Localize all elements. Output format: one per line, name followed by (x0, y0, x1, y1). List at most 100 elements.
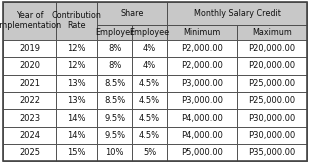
Bar (3, 40, 56, 57)
Bar (56, 109, 97, 127)
Text: 8.5%: 8.5% (104, 79, 125, 88)
Text: P3,000.00: P3,000.00 (181, 96, 223, 105)
Bar (56, 92, 97, 109)
Text: Contribution
Rate: Contribution Rate (52, 11, 102, 30)
Text: P2,000.00: P2,000.00 (181, 44, 223, 53)
Text: 2025: 2025 (19, 148, 40, 157)
Text: Employee: Employee (130, 28, 170, 37)
Text: 4%: 4% (143, 61, 156, 70)
Text: P4,000.00: P4,000.00 (181, 113, 223, 123)
Bar (3, 2, 56, 40)
Text: 4.5%: 4.5% (139, 131, 160, 140)
Text: 4.5%: 4.5% (139, 96, 160, 105)
Text: 14%: 14% (68, 131, 86, 140)
Bar (56, 75, 97, 92)
Bar (3, 109, 56, 127)
Bar (132, 109, 167, 127)
Bar (132, 57, 167, 75)
Bar (237, 57, 307, 75)
Text: 12%: 12% (68, 61, 86, 70)
Text: 4%: 4% (143, 44, 156, 53)
Text: P25,000.00: P25,000.00 (248, 96, 295, 105)
Text: Employer: Employer (95, 28, 134, 37)
Bar (56, 127, 97, 144)
Text: P3,000.00: P3,000.00 (181, 79, 223, 88)
Text: Minimum: Minimum (184, 28, 221, 37)
Text: P30,000.00: P30,000.00 (248, 131, 296, 140)
Text: 5%: 5% (143, 148, 156, 157)
Bar (56, 40, 97, 57)
Bar (167, 144, 237, 161)
Bar (237, 109, 307, 127)
Text: 4.5%: 4.5% (139, 113, 160, 123)
Text: 2019: 2019 (19, 44, 40, 53)
Text: 14%: 14% (68, 113, 86, 123)
Text: Maximum: Maximum (252, 28, 292, 37)
Bar (167, 2, 307, 25)
Text: P30,000.00: P30,000.00 (248, 113, 296, 123)
Bar (132, 40, 167, 57)
Text: 15%: 15% (68, 148, 86, 157)
Bar (237, 40, 307, 57)
Bar (97, 2, 167, 25)
Text: Year of
Implementation: Year of Implementation (0, 11, 62, 30)
Text: P35,000.00: P35,000.00 (248, 148, 296, 157)
Bar (97, 25, 132, 40)
Bar (132, 144, 167, 161)
Text: 2023: 2023 (19, 113, 40, 123)
Text: 2024: 2024 (19, 131, 40, 140)
Bar (97, 144, 132, 161)
Text: 8%: 8% (108, 44, 122, 53)
Bar (3, 144, 56, 161)
Bar (56, 144, 97, 161)
Text: P20,000.00: P20,000.00 (248, 44, 295, 53)
Bar (97, 109, 132, 127)
Bar (167, 92, 237, 109)
Bar (167, 75, 237, 92)
Bar (237, 25, 307, 40)
Text: 4.5%: 4.5% (139, 79, 160, 88)
Text: 13%: 13% (68, 96, 86, 105)
Bar (3, 75, 56, 92)
Bar (167, 25, 237, 40)
Bar (56, 2, 97, 40)
Text: Share: Share (121, 9, 144, 18)
Bar (237, 92, 307, 109)
Text: 8%: 8% (108, 61, 122, 70)
Bar (132, 127, 167, 144)
Bar (97, 127, 132, 144)
Text: 9.5%: 9.5% (104, 131, 125, 140)
Bar (3, 57, 56, 75)
Text: 2021: 2021 (19, 79, 40, 88)
Text: 13%: 13% (68, 79, 86, 88)
Bar (56, 57, 97, 75)
Text: 10%: 10% (105, 148, 124, 157)
Bar (3, 92, 56, 109)
Bar (132, 92, 167, 109)
Bar (132, 25, 167, 40)
Bar (167, 109, 237, 127)
Bar (237, 144, 307, 161)
Text: 9.5%: 9.5% (104, 113, 125, 123)
Bar (97, 57, 132, 75)
Bar (97, 92, 132, 109)
Text: P5,000.00: P5,000.00 (181, 148, 223, 157)
Text: P20,000.00: P20,000.00 (248, 61, 295, 70)
Text: Monthly Salary Credit: Monthly Salary Credit (193, 9, 281, 18)
Text: P2,000.00: P2,000.00 (181, 61, 223, 70)
Bar (167, 40, 237, 57)
Bar (167, 57, 237, 75)
Bar (237, 75, 307, 92)
Bar (167, 127, 237, 144)
Text: P25,000.00: P25,000.00 (248, 79, 295, 88)
Text: 8.5%: 8.5% (104, 96, 125, 105)
Text: 12%: 12% (68, 44, 86, 53)
Bar (237, 127, 307, 144)
Bar (97, 75, 132, 92)
Text: 2020: 2020 (19, 61, 40, 70)
Bar (3, 127, 56, 144)
Bar (97, 40, 132, 57)
Text: 2022: 2022 (19, 96, 40, 105)
Text: P4,000.00: P4,000.00 (181, 131, 223, 140)
Bar (132, 75, 167, 92)
